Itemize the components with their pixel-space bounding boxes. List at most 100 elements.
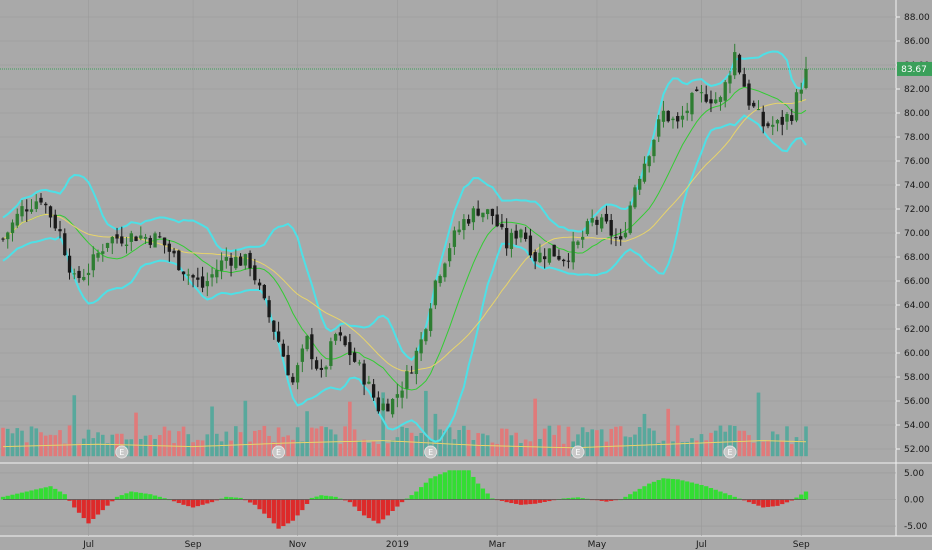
oscillator-bar [219, 498, 224, 500]
oscillator-bar [476, 483, 481, 500]
price-tick-label: 56.00 [904, 397, 930, 407]
candle-body [571, 241, 575, 263]
candle-body [10, 222, 15, 234]
oscillator-bar [423, 482, 429, 500]
oscillator-bar [81, 499, 86, 519]
oscillator-bar [428, 478, 433, 500]
oscillator-bar [437, 474, 443, 500]
oscillator-bar [651, 481, 657, 500]
volume-bar [780, 440, 785, 457]
candle-body [272, 320, 276, 332]
candle-body [362, 363, 366, 385]
volume-bar [694, 440, 699, 457]
oscillator-bar [76, 499, 82, 513]
volume-bar [623, 436, 628, 457]
oscillator-bar [742, 499, 747, 501]
candle-body [695, 89, 699, 91]
candle-body [376, 397, 381, 412]
volume-bar [34, 428, 39, 457]
oscillator-bar [533, 499, 538, 504]
volume-bar [424, 390, 428, 457]
candle-body [338, 332, 343, 336]
candle-body [262, 284, 266, 299]
volume-bar [661, 440, 666, 457]
candle-body [267, 300, 271, 318]
candle-body [557, 255, 561, 260]
oscillator-bar [514, 499, 519, 504]
oscillator-bar [670, 478, 676, 500]
oscillator-bar [190, 499, 196, 508]
oscillator-bar [637, 488, 642, 500]
oscillator-bar [580, 498, 585, 500]
volume-bar [5, 428, 10, 457]
oscillator-bar [10, 494, 15, 500]
candle-body [58, 229, 62, 232]
volume-bar [20, 430, 24, 457]
candle-body [329, 341, 333, 366]
candle-body [96, 253, 100, 258]
time-tick-label: Jul [695, 540, 707, 550]
oscillator-bar [433, 476, 438, 500]
volume-bar [590, 429, 594, 457]
oscillator-bar [328, 496, 333, 500]
oscillator-bar [290, 499, 295, 521]
volume-bar [552, 434, 556, 457]
oscillator-bar [266, 499, 272, 519]
oscillator-bar [418, 487, 424, 500]
time-tick-label: Nov [289, 540, 307, 550]
volume-bar [1, 427, 5, 457]
volume-bar [329, 429, 333, 457]
volume-bar [39, 432, 43, 457]
candle-body [761, 111, 765, 127]
oscillator-bar [457, 470, 462, 500]
oscillator-bar [228, 497, 234, 500]
candle-body [723, 82, 727, 101]
oscillator-bar [799, 494, 804, 500]
oscillator-bar [761, 499, 766, 508]
volume-average-line [2, 440, 807, 449]
volume-bar [276, 427, 281, 457]
price-tick-label: 64.00 [904, 301, 930, 311]
oscillator-bar [233, 497, 238, 500]
bollinger-upper-band [2, 50, 807, 362]
oscillator-bar [609, 499, 614, 501]
earnings-marker-icon [424, 445, 438, 459]
candle-body [471, 208, 476, 223]
oscillator-bar [480, 488, 486, 500]
oscillator-bar [699, 484, 704, 500]
candle-body [29, 209, 34, 212]
volume-bar [162, 426, 167, 457]
volume-bar [614, 426, 618, 457]
oscillator-bar [523, 499, 528, 505]
oscillator-bar [95, 499, 101, 515]
candle-body [737, 54, 742, 73]
volume-bar [86, 429, 91, 457]
candle-body [590, 218, 594, 223]
volume-bar [680, 442, 685, 457]
candle-body [101, 251, 105, 254]
last-price-label: 83.67 [901, 65, 927, 75]
oscillator-bar [571, 497, 576, 500]
time-tick-label: 2019 [386, 540, 409, 550]
oscillator-bar [304, 499, 310, 505]
volume-bar [775, 434, 780, 457]
oscillator-bar [333, 496, 338, 500]
candle-body [286, 354, 290, 376]
volume-bar [386, 443, 390, 457]
candle-body [538, 252, 542, 263]
volume-bar [789, 444, 794, 457]
volume-bar [447, 427, 452, 457]
oscillator-bar [257, 499, 262, 510]
candle-body [324, 366, 328, 370]
osc-tick-label: 5.00 [904, 469, 924, 479]
price-tick-label: 86.00 [904, 37, 930, 47]
oscillator-layer [0, 470, 809, 529]
oscillator-bar [599, 499, 604, 501]
oscillator-bar [708, 488, 714, 500]
volume-bar [29, 426, 34, 457]
volume-bar [91, 438, 96, 457]
volume-bar [675, 425, 680, 457]
oscillator-bar [72, 499, 77, 508]
time-tick-label: Sep [793, 540, 810, 550]
